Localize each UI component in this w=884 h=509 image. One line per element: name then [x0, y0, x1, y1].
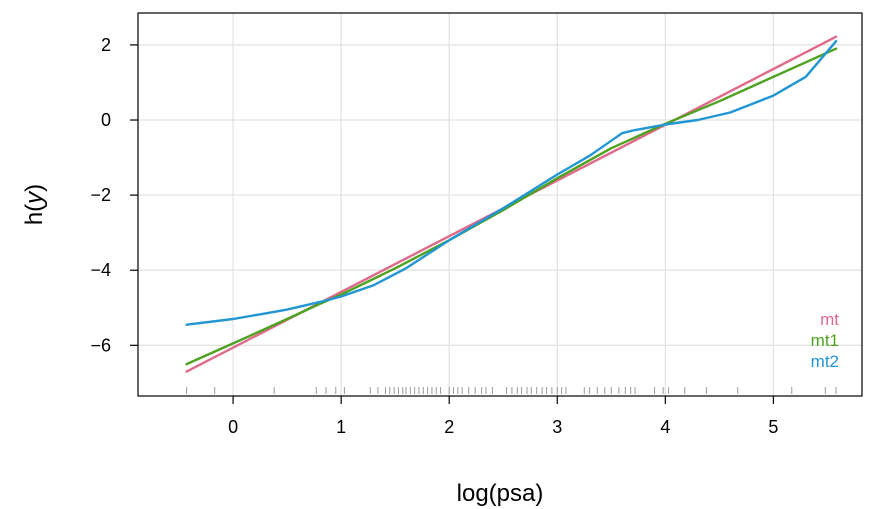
series-lines — [185, 35, 838, 373]
y-axis-title: h(y) — [21, 184, 48, 225]
y-tick-label: −4 — [90, 260, 111, 280]
y-axis-title-close: ) — [21, 184, 48, 192]
plot-frame — [137, 12, 863, 397]
x-tick-label: 0 — [228, 417, 238, 437]
x-tick-label: 3 — [552, 417, 562, 437]
x-tick-label: 1 — [336, 417, 346, 437]
x-tick-label: 5 — [768, 417, 778, 437]
x-axis-title: log(psa) — [457, 480, 544, 507]
x-tick-label: 4 — [660, 417, 670, 437]
y-tick-label: 0 — [101, 110, 111, 130]
rug — [186, 387, 837, 394]
y-axis-title-var: y — [21, 190, 48, 206]
legend-item-mt1: mt1 — [811, 331, 839, 350]
legend: mt mt1 mt2 — [811, 310, 840, 371]
x-tick-label: 2 — [444, 417, 454, 437]
y-axis-title-main: h( — [21, 204, 48, 225]
y-tick-label: 2 — [101, 35, 111, 55]
legend-item-mt: mt — [820, 310, 839, 329]
axis-ticks: 0 1 2 3 4 5 −6 −4 −2 0 2 — [90, 35, 778, 437]
legend-item-mt2: mt2 — [811, 352, 839, 371]
series-line-mt2 — [185, 40, 838, 326]
y-tick-label: −2 — [90, 185, 111, 205]
y-tick-label: −6 — [90, 335, 111, 355]
